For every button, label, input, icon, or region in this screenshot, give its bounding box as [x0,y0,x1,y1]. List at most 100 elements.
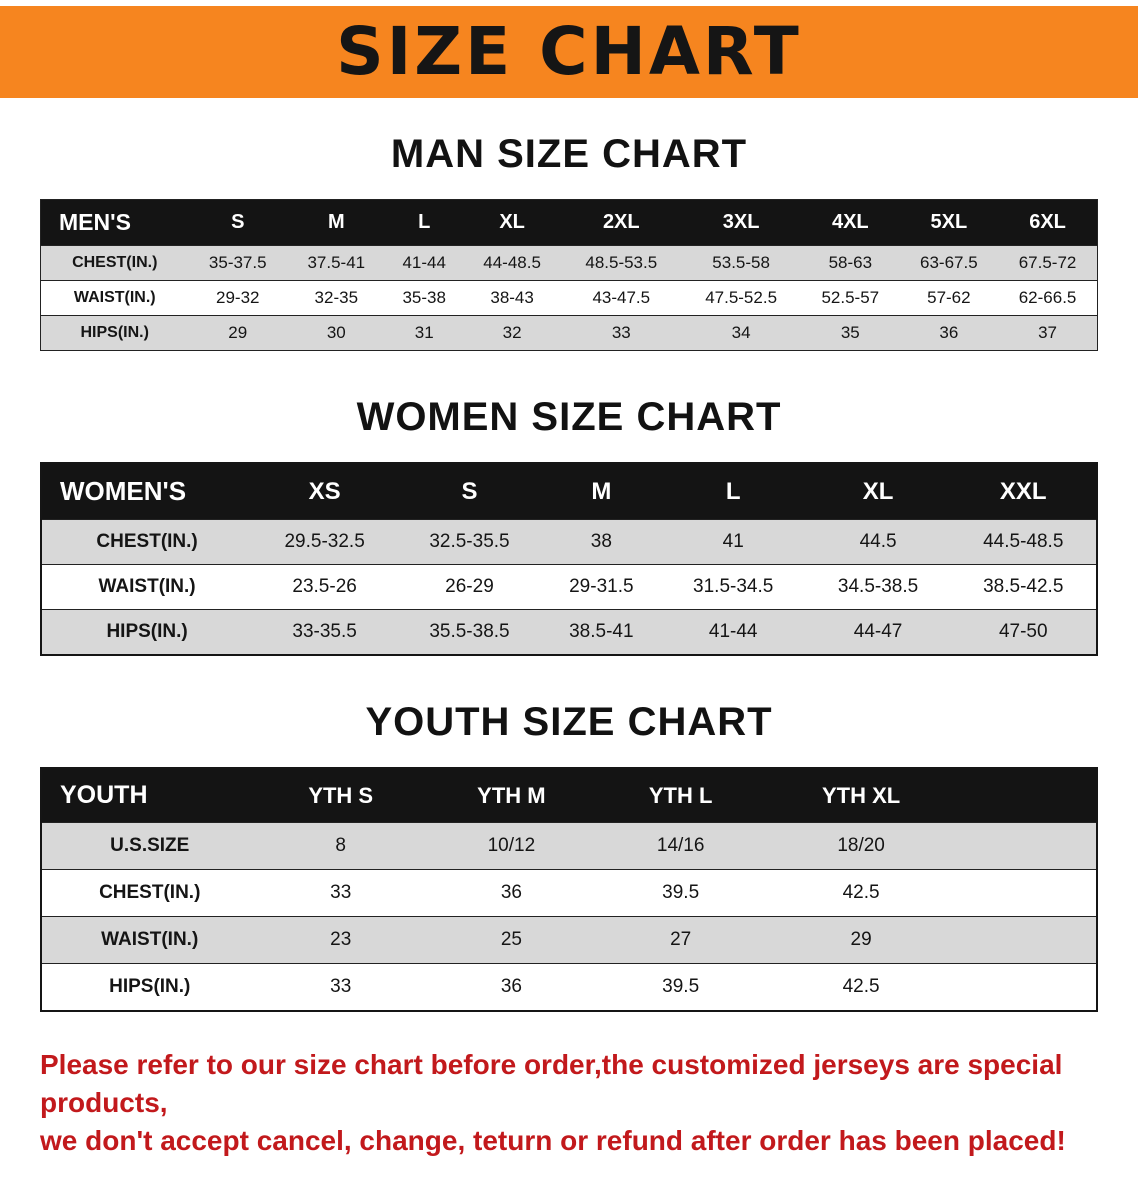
size-value-cell: 27 [598,916,763,964]
size-value-cell: 42.5 [762,869,960,917]
size-value-cell: 33 [257,869,424,917]
table-title-cell: MEN'S [40,199,189,246]
size-value-cell: 33 [561,315,682,351]
youth-size-section: YOUTH SIZE CHART YOUTH YTH S YTH M YTH L YTH… [0,700,1138,1012]
size-value-cell: 23 [257,916,424,964]
size-value-cell: 62-66.5 [998,280,1098,316]
spacer-cell [959,963,1097,1012]
size-value-cell: 48.5-53.5 [561,245,682,281]
size-value-cell: 29-31.5 [541,564,661,610]
size-value-cell: 35-37.5 [188,245,288,281]
size-value-cell: 41-44 [385,245,463,281]
measurement-label: CHEST(IN.) [41,869,258,917]
measurement-label: WAIST(IN.) [41,564,253,610]
size-header-cell: L [385,199,463,246]
size-value-cell: 52.5-57 [801,280,900,316]
size-header-cell: XS [252,463,398,520]
size-header-cell: 2XL [561,199,682,246]
size-header-cell: XXL [950,463,1097,520]
men-size-table: MEN'S S M L XL 2XL 3XL 4XL 5XL 6XL CHEST(IN.) 35-37… [40,199,1098,351]
men-section-heading: MAN SIZE CHART [390,132,748,176]
size-value-cell: 31.5-34.5 [660,564,806,610]
size-value-cell: 32-35 [287,280,386,316]
size-value-cell: 38 [541,519,661,565]
size-value-cell: 35-38 [385,280,463,316]
table-row: WAIST(IN.) 23 25 27 29 [41,916,1097,964]
size-value-cell: 53.5-58 [681,245,802,281]
table-row: HIPS(IN.) 33 36 39.5 42.5 [41,963,1097,1012]
size-value-cell: 8 [257,822,424,870]
size-value-cell: 67.5-72 [998,245,1098,281]
men-size-section: MAN SIZE CHART MEN'S S M L XL 2XL 3XL 4XL 5XL 6XL… [0,132,1138,351]
spacer-cell [959,768,1097,823]
spacer-cell [959,822,1097,870]
spacer-cell [959,916,1097,964]
size-value-cell: 38.5-42.5 [950,564,1097,610]
size-value-cell: 44.5 [805,519,951,565]
size-value-cell: 29-32 [188,280,288,316]
size-header-cell: S [188,199,288,246]
table-row: WAIST(IN.) 29-32 32-35 35-38 38-43 43-47.5 47.… [40,280,1098,316]
size-value-cell: 35.5-38.5 [397,609,542,656]
table-row: CHEST(IN.) 29.5-32.5 32.5-35.5 38 41 44.5 44.5… [41,519,1097,565]
size-value-cell: 38-43 [462,280,562,316]
size-value-cell: 14/16 [598,822,763,870]
size-header-cell: 3XL [681,199,802,246]
size-header-cell: YTH M [423,768,599,823]
measurement-label: HIPS(IN.) [40,315,189,351]
header-row: YOUTH YTH S YTH M YTH L YTH XL [41,768,1097,823]
youth-size-table: YOUTH YTH S YTH M YTH L YTH XL U.S.SIZE 8 10/12… [40,767,1098,1012]
size-value-cell: 36 [423,869,599,917]
size-header-cell: 6XL [998,199,1098,246]
size-value-cell: 44-47 [805,609,951,656]
women-section-heading: WOMEN SIZE CHART [356,395,782,439]
women-size-section: WOMEN SIZE CHART WOMEN'S XS S M L XL XXL CHEST(… [0,395,1138,656]
size-value-cell: 34 [681,315,802,351]
size-header-cell: XL [805,463,951,520]
notice-line-1: Please refer to our size chart before or… [40,1049,1063,1118]
measurement-label: CHEST(IN.) [41,519,253,565]
size-value-cell: 42.5 [762,963,960,1012]
size-value-cell: 29 [762,916,960,964]
order-notice: Please refer to our size chart before or… [40,1046,1098,1159]
size-value-cell: 57-62 [899,280,999,316]
table-title-cell: WOMEN'S [41,463,253,520]
measurement-label: WAIST(IN.) [40,280,189,316]
size-value-cell: 43-47.5 [561,280,682,316]
size-value-cell: 44.5-48.5 [950,519,1097,565]
measurement-label: HIPS(IN.) [41,963,258,1012]
size-value-cell: 36 [899,315,999,351]
size-value-cell: 38.5-41 [541,609,661,656]
table-row: CHEST(IN.) 33 36 39.5 42.5 [41,869,1097,917]
size-header-cell: M [287,199,386,246]
size-value-cell: 23.5-26 [252,564,398,610]
table-title-cell: YOUTH [41,768,258,823]
size-value-cell: 35 [801,315,900,351]
size-value-cell: 32.5-35.5 [397,519,542,565]
size-value-cell: 47-50 [950,609,1097,656]
size-header-cell: S [397,463,542,520]
measurement-label: WAIST(IN.) [41,916,258,964]
size-value-cell: 33 [257,963,424,1012]
table-row: HIPS(IN.) 33-35.5 35.5-38.5 38.5-41 41-44 44-… [41,609,1097,656]
size-value-cell: 30 [287,315,386,351]
table-row: U.S.SIZE 8 10/12 14/16 18/20 [41,822,1097,870]
size-value-cell: 18/20 [762,822,960,870]
measurement-label: CHEST(IN.) [40,245,189,281]
size-value-cell: 10/12 [423,822,599,870]
size-value-cell: 29 [188,315,288,351]
size-value-cell: 36 [423,963,599,1012]
size-header-cell: 5XL [899,199,999,246]
notice-line-2: we don't accept cancel, change, teturn o… [40,1124,1066,1156]
size-value-cell: 58-63 [801,245,900,281]
size-value-cell: 29.5-32.5 [252,519,398,565]
size-value-cell: 34.5-38.5 [805,564,951,610]
size-value-cell: 25 [423,916,599,964]
banner-title: SIZE CHART [336,13,802,90]
size-value-cell: 41 [660,519,806,565]
measurement-label: U.S.SIZE [41,822,258,870]
size-value-cell: 33-35.5 [252,609,398,656]
measurement-label: HIPS(IN.) [41,609,253,656]
size-value-cell: 63-67.5 [899,245,999,281]
table-row: WAIST(IN.) 23.5-26 26-29 29-31.5 31.5-34.5 34… [41,564,1097,610]
